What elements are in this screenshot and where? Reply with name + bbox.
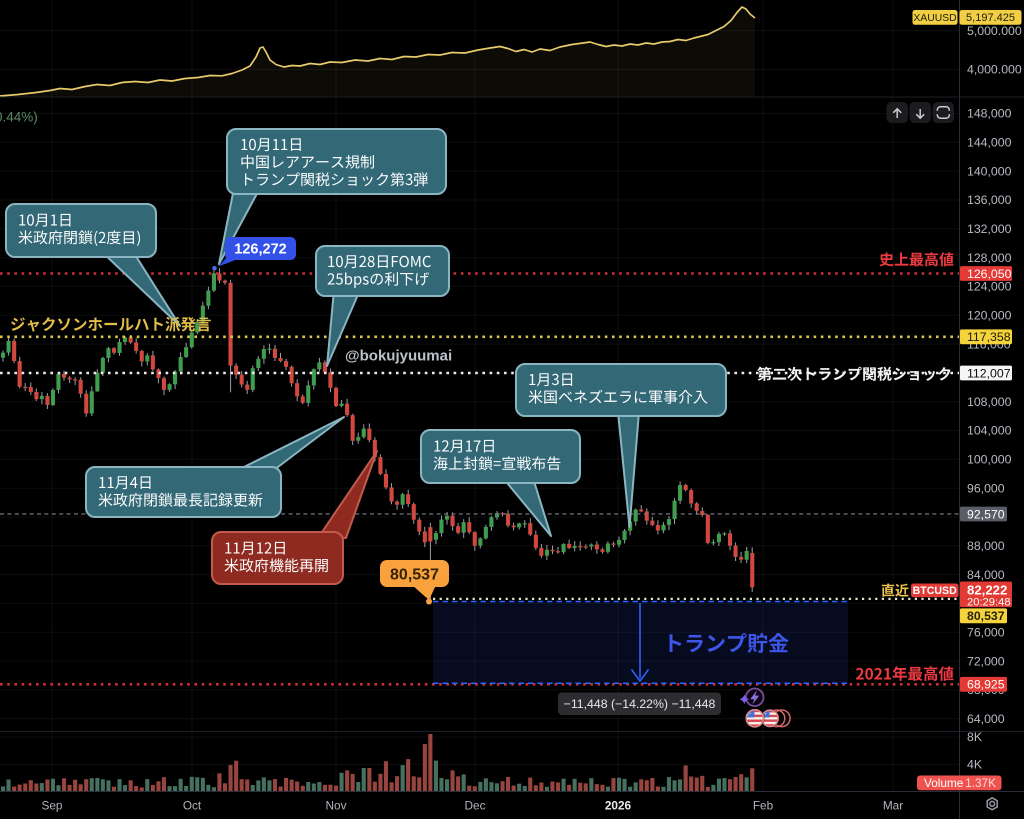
svg-text:84,000: 84,000 xyxy=(967,568,1005,582)
svg-text:0.44%): 0.44%) xyxy=(0,110,38,125)
svg-text:4K: 4K xyxy=(967,758,983,772)
svg-text:126,050: 126,050 xyxy=(967,267,1012,281)
svg-text:20:29:48: 20:29:48 xyxy=(967,596,1011,608)
svg-text:Mar: Mar xyxy=(883,799,903,813)
svg-text:132,000: 132,000 xyxy=(967,222,1012,236)
svg-text:BTCUSD: BTCUSD xyxy=(913,585,957,597)
svg-text:XAUUSD: XAUUSD xyxy=(913,13,956,24)
svg-text:5,000.000: 5,000.000 xyxy=(967,24,1022,38)
svg-text:112,007: 112,007 xyxy=(967,366,1011,380)
svg-text:120,000: 120,000 xyxy=(967,308,1012,322)
svg-text:148,000: 148,000 xyxy=(967,107,1012,121)
svg-text:1.37K: 1.37K xyxy=(965,776,996,790)
svg-text:82,222: 82,222 xyxy=(967,583,1007,598)
svg-text:108,000: 108,000 xyxy=(967,395,1012,409)
svg-text:80,537: 80,537 xyxy=(967,609,1005,623)
svg-text:68,925: 68,925 xyxy=(967,678,1005,692)
svg-text:144,000: 144,000 xyxy=(967,136,1012,150)
svg-text:Volume: Volume xyxy=(924,776,964,790)
svg-text:96,000: 96,000 xyxy=(967,481,1005,495)
svg-text:Feb: Feb xyxy=(753,799,774,813)
svg-text:72,000: 72,000 xyxy=(967,654,1005,668)
svg-text:104,000: 104,000 xyxy=(967,424,1012,438)
svg-text:124,000: 124,000 xyxy=(967,280,1012,294)
svg-text:8K: 8K xyxy=(967,730,983,744)
svg-text:80,537: 80,537 xyxy=(390,567,439,584)
svg-text:Dec: Dec xyxy=(465,799,486,813)
svg-text:76,000: 76,000 xyxy=(967,626,1005,640)
svg-text:5,197.425: 5,197.425 xyxy=(966,12,1015,24)
svg-text:Sep: Sep xyxy=(42,799,63,813)
svg-text:Oct: Oct xyxy=(183,799,202,813)
svg-text:4,000.000: 4,000.000 xyxy=(967,63,1022,77)
svg-text:@bokujyuumai: @bokujyuumai xyxy=(345,348,452,365)
svg-text:88,000: 88,000 xyxy=(967,539,1005,553)
svg-text:−11,448 (−14.22%) −11,448: −11,448 (−14.22%) −11,448 xyxy=(564,697,716,711)
svg-text:Nov: Nov xyxy=(326,799,347,813)
svg-text:140,000: 140,000 xyxy=(967,164,1012,178)
svg-text:126,272: 126,272 xyxy=(234,242,286,258)
svg-text:117,358: 117,358 xyxy=(967,330,1011,344)
svg-text:92,570: 92,570 xyxy=(967,507,1005,521)
svg-text:2026: 2026 xyxy=(605,799,632,813)
svg-text:100,000: 100,000 xyxy=(967,453,1012,467)
svg-text:136,000: 136,000 xyxy=(967,193,1012,207)
svg-text:128,000: 128,000 xyxy=(967,251,1012,265)
svg-text:64,000: 64,000 xyxy=(967,712,1005,726)
